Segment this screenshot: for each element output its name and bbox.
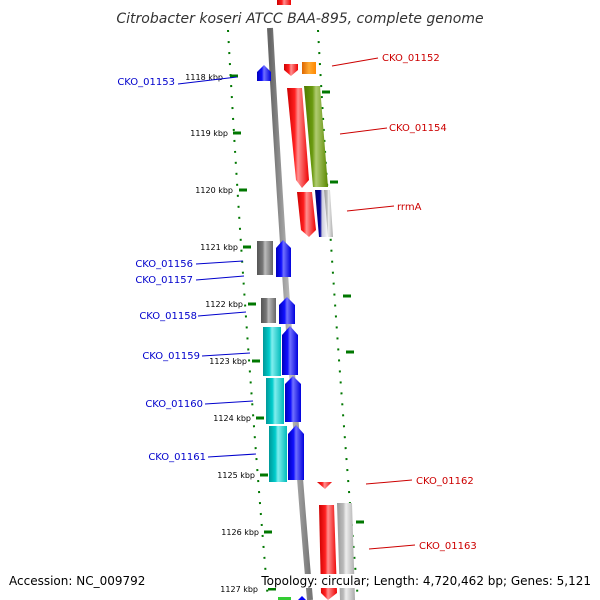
kbp-label: 1119 kbp: [190, 129, 228, 138]
forward-gene-labels: CKO_01153 CKO_01156 CKO_01157 CKO_01158 …: [117, 77, 206, 463]
gene-cko-01159[interactable]: [282, 326, 298, 375]
gene-cko-01161-cyan[interactable]: [269, 426, 287, 482]
leader-cko-01156: [195, 260, 244, 265]
kbp-label: 1118 kbp: [185, 73, 223, 82]
leader-cko-01160: [204, 400, 254, 405]
leader-cko-01163: [368, 544, 416, 550]
kbp-label: 1123 kbp: [209, 357, 247, 366]
gene-label-cko-01158[interactable]: CKO_01158: [139, 311, 197, 322]
gene-cko-01154[interactable]: [304, 86, 328, 187]
accession-text: Accession: NC_009792: [9, 574, 146, 588]
kbp-label: 1120 kbp: [195, 186, 233, 195]
genome-summary: Topology: circular; Length: 4,720,462 bp…: [261, 574, 591, 588]
gene-cko-01153[interactable]: [257, 65, 271, 81]
kbp-ticks: [230, 74, 364, 591]
gene-label-cko-01163[interactable]: CKO_01163: [419, 541, 477, 552]
leader-rrma: [346, 205, 395, 212]
leader-cko-01152: [331, 57, 379, 67]
gene-label-cko-01160[interactable]: CKO_01160: [145, 399, 203, 410]
gene-label-cko-01154[interactable]: CKO_01154: [389, 123, 447, 134]
gene-rrma-navy[interactable]: [315, 190, 328, 237]
gene-label-cko-01161[interactable]: CKO_01161: [148, 452, 206, 463]
gene-label-cko-01156[interactable]: CKO_01156: [135, 259, 193, 270]
gene-cko-01158-gray[interactable]: [261, 298, 276, 323]
reverse-gene-labels: CKO_01152 CKO_01154 rrmA CKO_01162 CKO_0…: [382, 53, 477, 552]
gene-rrma-red[interactable]: [297, 192, 316, 237]
gene-cko-01160[interactable]: [285, 376, 301, 422]
gene-leader-lines: [177, 57, 416, 550]
leader-cko-01154: [339, 127, 388, 135]
gene-label-cko-01157[interactable]: CKO_01157: [135, 275, 193, 286]
map-title: Citrobacter koseri ATCC BAA-895, complet…: [116, 11, 483, 27]
gene-partial-bottom-blue: [298, 596, 306, 600]
gene-cko-01161[interactable]: [288, 425, 304, 480]
gene-cko-01154-red[interactable]: [287, 88, 309, 188]
leader-cko-01158: [197, 311, 247, 317]
kbp-label: 1125 kbp: [217, 471, 255, 480]
kbp-label: 1124 kbp: [213, 414, 251, 423]
kbp-label: 1121 kbp: [200, 243, 238, 252]
gene-rrma[interactable]: [324, 190, 333, 237]
kbp-label: 1127 kbp: [220, 585, 258, 594]
gene-cko-01158[interactable]: [279, 297, 295, 324]
forward-genes: [257, 65, 306, 600]
gene-cko-01159-cyan[interactable]: [263, 327, 281, 376]
gene-label-rrma[interactable]: rrmA: [397, 202, 422, 213]
gene-label-cko-01152[interactable]: CKO_01152: [382, 53, 440, 64]
gene-cko-01156[interactable]: [257, 241, 273, 275]
gene-cko-01152-red[interactable]: [284, 64, 298, 76]
gene-cko-01152[interactable]: [302, 62, 316, 74]
reverse-genes: [284, 62, 355, 600]
leader-cko-01153: [177, 76, 238, 85]
gene-cko-01157[interactable]: [276, 240, 291, 277]
kbp-label: 1122 kbp: [205, 300, 243, 309]
gene-partial-bottom-green: [278, 597, 291, 600]
gene-label-cko-01153[interactable]: CKO_01153: [117, 77, 175, 88]
leader-cko-01159: [201, 352, 251, 357]
gene-label-cko-01159[interactable]: CKO_01159: [142, 351, 200, 362]
leader-cko-01161: [207, 453, 257, 458]
kbp-labels: 1118 kbp 1119 kbp 1120 kbp 1121 kbp 1122…: [185, 73, 259, 594]
gene-cko-01162[interactable]: [317, 482, 332, 489]
gene-cko-01160-cyan[interactable]: [266, 378, 284, 424]
gene-label-cko-01162[interactable]: CKO_01162: [416, 476, 474, 487]
kbp-label: 1126 kbp: [221, 528, 259, 537]
gene-block-partial-top: [277, 0, 291, 5]
leader-cko-01157: [195, 275, 245, 281]
leader-cko-01162: [365, 479, 413, 485]
